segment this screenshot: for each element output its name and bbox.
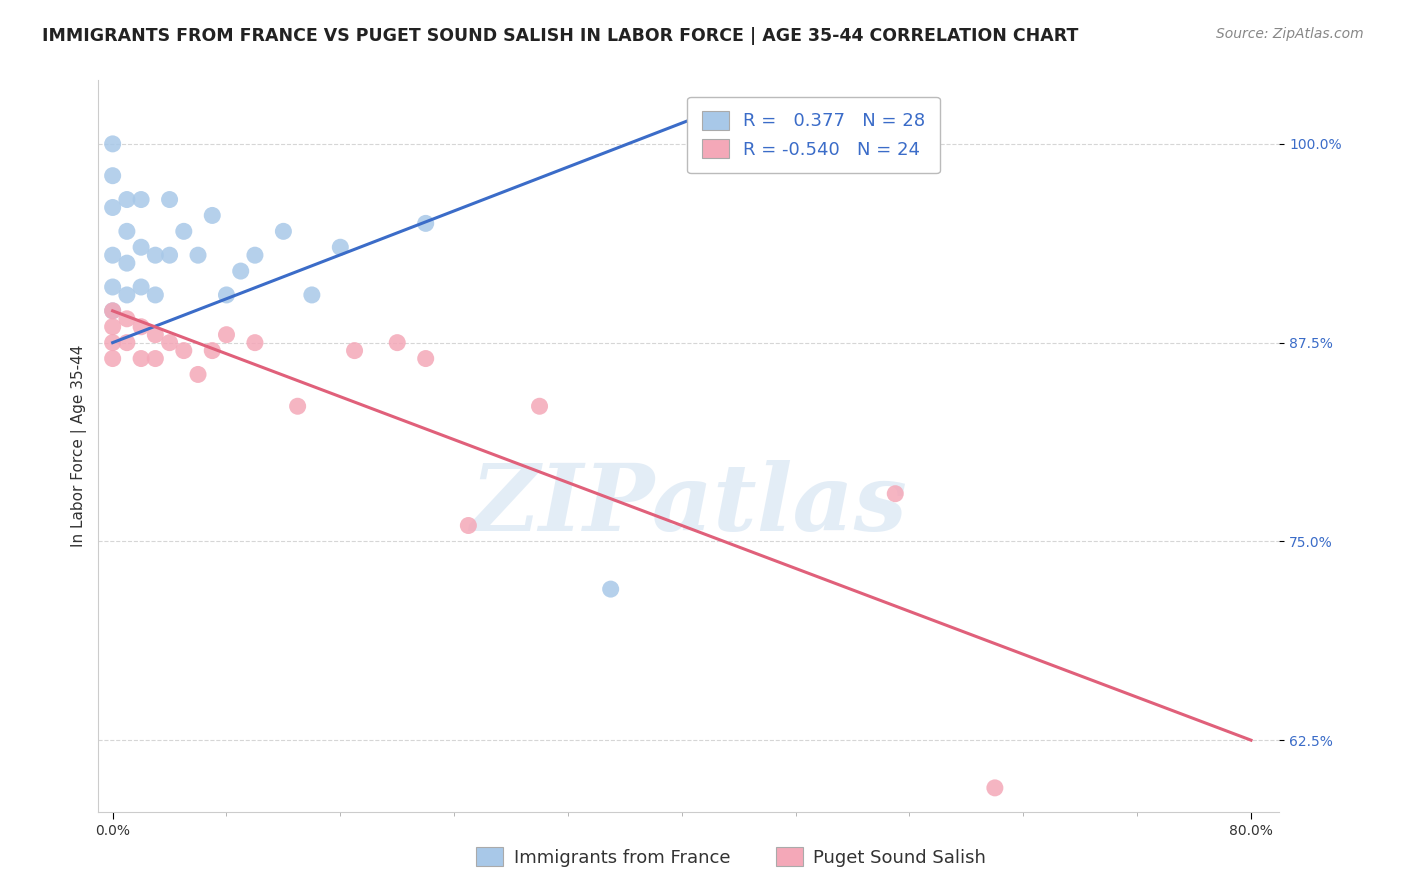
Point xyxy=(599,582,621,596)
Point xyxy=(115,193,138,207)
Point xyxy=(415,351,437,366)
Point xyxy=(115,288,138,302)
Point xyxy=(243,335,266,350)
Point xyxy=(115,335,138,350)
Point xyxy=(173,343,195,358)
Point xyxy=(115,224,138,238)
Point xyxy=(101,319,124,334)
Point xyxy=(101,335,124,350)
Point xyxy=(143,248,166,262)
Point xyxy=(201,343,224,358)
Point xyxy=(215,327,238,342)
Point xyxy=(229,264,252,278)
Point xyxy=(129,280,152,294)
Point xyxy=(387,335,409,350)
Legend: R =   0.377   N = 28, R = -0.540   N = 24: R = 0.377 N = 28, R = -0.540 N = 24 xyxy=(688,96,939,173)
Point xyxy=(287,399,309,413)
Text: ZIPatlas: ZIPatlas xyxy=(471,459,907,549)
Point xyxy=(129,351,152,366)
Point xyxy=(159,193,181,207)
Point xyxy=(415,216,437,230)
Point xyxy=(343,343,366,358)
Point xyxy=(129,319,152,334)
Point xyxy=(101,169,124,183)
Point xyxy=(101,351,124,366)
Point xyxy=(273,224,295,238)
Legend: Immigrants from France, Puget Sound Salish: Immigrants from France, Puget Sound Sali… xyxy=(468,840,994,874)
Point xyxy=(187,368,209,382)
Point xyxy=(215,288,238,302)
Text: Source: ZipAtlas.com: Source: ZipAtlas.com xyxy=(1216,27,1364,41)
Point xyxy=(115,311,138,326)
Point xyxy=(884,486,907,500)
Point xyxy=(173,224,195,238)
Point xyxy=(457,518,479,533)
Point xyxy=(301,288,323,302)
Point xyxy=(329,240,352,254)
Point xyxy=(159,335,181,350)
Point xyxy=(984,780,1007,795)
Point xyxy=(129,240,152,254)
Point xyxy=(159,248,181,262)
Point xyxy=(243,248,266,262)
Point xyxy=(143,351,166,366)
Text: IMMIGRANTS FROM FRANCE VS PUGET SOUND SALISH IN LABOR FORCE | AGE 35-44 CORRELAT: IMMIGRANTS FROM FRANCE VS PUGET SOUND SA… xyxy=(42,27,1078,45)
Point xyxy=(115,256,138,270)
Point xyxy=(529,399,551,413)
Point xyxy=(143,327,166,342)
Point xyxy=(101,280,124,294)
Point xyxy=(101,248,124,262)
Point xyxy=(101,303,124,318)
Point xyxy=(129,193,152,207)
Point xyxy=(101,201,124,215)
Point xyxy=(201,209,224,223)
Y-axis label: In Labor Force | Age 35-44: In Labor Force | Age 35-44 xyxy=(72,345,87,547)
Point xyxy=(101,136,124,151)
Point xyxy=(101,303,124,318)
Point xyxy=(187,248,209,262)
Point xyxy=(143,288,166,302)
